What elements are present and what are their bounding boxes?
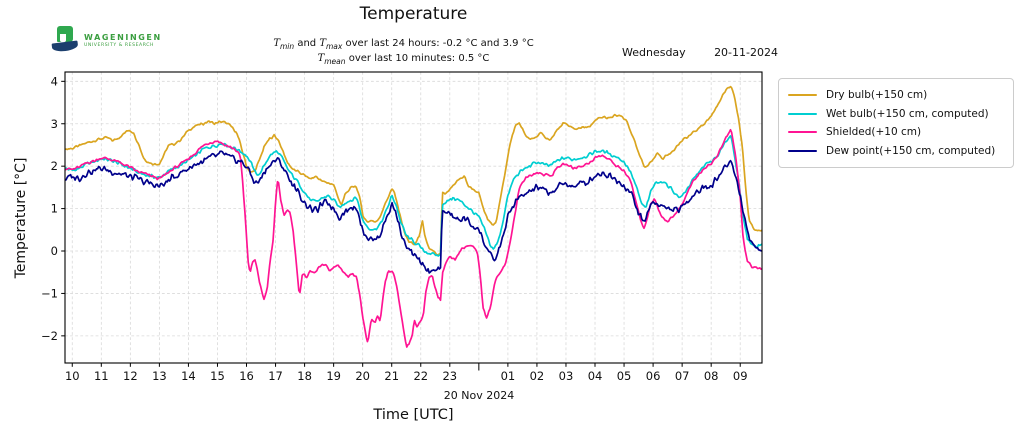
x-axis-title: Time [UTC] [373, 407, 454, 423]
legend-item: Wet bulb(+150 cm, computed) [788, 105, 1004, 124]
subtitle-line-2: Tmean over last 10 minutes: 0.5 °C [317, 52, 490, 66]
legend-item: Dew point(+150 cm, computed) [788, 142, 1004, 161]
legend-label: Wet bulb(+150 cm, computed) [826, 107, 989, 120]
wur-logo-notch [60, 34, 66, 42]
wur-logo-name: WAGENINGEN [84, 32, 162, 42]
x-tick-label: 21 [384, 369, 399, 383]
legend-item: Dry bulb(+150 cm) [788, 86, 1004, 105]
date-header: Wednesday 20-11-2024 [622, 46, 778, 59]
x-tick-label: 22 [413, 369, 428, 383]
x-tick-label: 06 [646, 369, 661, 383]
plot-border [64, 71, 763, 364]
x-tick-label: 20 [355, 369, 370, 383]
weekday-label: Wednesday [622, 46, 686, 59]
wur-logo: WAGENINGEN UNIVERSITY & RESEARCH [51, 23, 182, 57]
x-tick-label: 03 [559, 369, 574, 383]
x-tick-label: 05 [617, 369, 632, 383]
chart-title: Temperature [359, 4, 468, 24]
legend-line-swatch [788, 112, 817, 115]
y-tick-label: −1 [41, 286, 58, 300]
legend-line-swatch [788, 149, 817, 152]
legend-item: Shielded(+10 cm) [788, 123, 1004, 142]
x-tick-label: 18 [297, 369, 312, 383]
legend-line-swatch [788, 131, 817, 134]
legend: Dry bulb(+150 cm) Wet bulb(+150 cm, compu… [778, 78, 1014, 168]
x-tick-label: 07 [675, 369, 690, 383]
x-tick-label: 15 [210, 369, 225, 383]
x-axis-date-label: 20 Nov 2024 [443, 389, 515, 402]
wur-logo-icon [51, 25, 79, 55]
chart-subtitle: Tmin and Tmax over last 24 hours: -0.2 °… [55, 38, 752, 67]
subtitle-line-1: Tmin and Tmax over last 24 hours: -0.2 °… [273, 38, 534, 51]
x-tick-label: 09 [733, 369, 748, 383]
y-tick-label: 0 [51, 244, 58, 258]
x-tick-label: 08 [704, 369, 719, 383]
x-tick-label: 01 [501, 369, 516, 383]
wur-logo-text: WAGENINGEN UNIVERSITY & RESEARCH [84, 33, 162, 48]
x-tick-label: 19 [326, 369, 341, 383]
y-tick-label: 1 [51, 202, 58, 216]
legend-label: Dew point(+150 cm, computed) [826, 144, 996, 157]
wur-logo-subname: UNIVERSITY & RESEARCH [84, 42, 155, 48]
legend-label: Shielded(+10 cm) [826, 126, 922, 139]
x-tick-label: 02 [530, 369, 545, 383]
x-tick-label: 23 [442, 369, 457, 383]
series-line-4 [65, 150, 762, 274]
date-label: 20-11-2024 [714, 46, 778, 59]
x-tick-label: 14 [181, 369, 196, 383]
series-line-3 [65, 128, 762, 348]
x-tick-label: 12 [123, 369, 138, 383]
legend-label: Dry bulb(+150 cm) [826, 89, 928, 102]
legend-line-swatch [788, 94, 817, 97]
y-tick-label: −2 [41, 329, 58, 343]
y-tick-label: 3 [51, 117, 58, 131]
x-tick-label: 04 [588, 369, 603, 383]
x-tick-label: 16 [239, 369, 254, 383]
series-line-1 [65, 85, 762, 257]
y-tick-label: 4 [51, 74, 58, 88]
x-tick-label: 17 [268, 369, 283, 383]
x-tick-label: 11 [94, 369, 109, 383]
y-tick-label: 2 [51, 159, 58, 173]
series-line-2 [65, 135, 762, 257]
x-tick-label: 10 [65, 369, 80, 383]
x-tick-label: 13 [152, 369, 167, 383]
